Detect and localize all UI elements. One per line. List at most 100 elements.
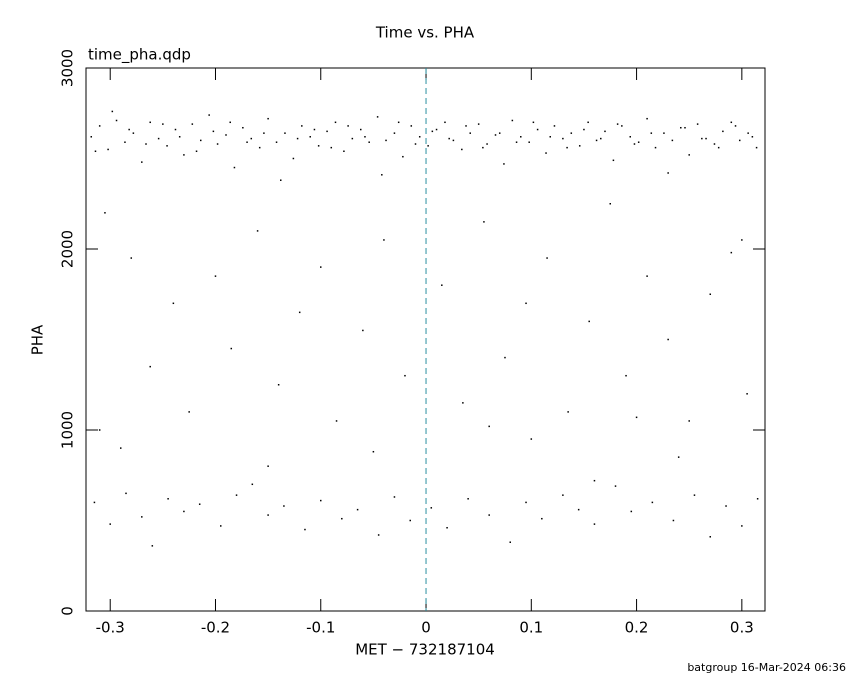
point <box>320 266 322 268</box>
point <box>149 121 151 124</box>
point <box>149 365 151 368</box>
point <box>90 136 93 138</box>
point <box>275 141 278 143</box>
point <box>730 121 733 124</box>
point <box>488 425 490 428</box>
point <box>677 456 680 458</box>
point <box>98 125 101 127</box>
point <box>549 136 551 138</box>
x-tick-label: -0.3 <box>96 619 125 637</box>
x-tick-label: -0.2 <box>201 619 230 637</box>
point <box>141 161 143 163</box>
point <box>409 519 411 522</box>
point <box>477 123 480 125</box>
chart-subtitle: time_pha.qdp <box>88 46 191 65</box>
point <box>145 143 147 145</box>
point <box>633 143 636 145</box>
point <box>362 329 364 332</box>
point <box>635 416 638 419</box>
point <box>614 485 617 487</box>
point <box>183 510 185 513</box>
point <box>672 519 675 522</box>
point <box>717 146 720 149</box>
point <box>577 508 580 511</box>
point <box>233 166 236 169</box>
point <box>734 125 737 127</box>
point <box>650 132 653 134</box>
point <box>393 132 396 134</box>
point <box>347 125 349 127</box>
point <box>498 132 501 134</box>
point <box>214 275 217 277</box>
point <box>482 146 484 149</box>
point <box>609 203 612 205</box>
point <box>725 505 727 507</box>
point <box>452 139 455 142</box>
y-tick-label: 3000 <box>59 49 77 87</box>
point <box>162 123 164 125</box>
point <box>364 136 366 138</box>
point <box>486 143 488 145</box>
point <box>488 514 490 516</box>
point <box>525 501 527 504</box>
point <box>746 393 748 395</box>
point <box>696 123 699 125</box>
point <box>292 157 295 160</box>
point <box>461 148 463 151</box>
x-tick-label: 0 <box>421 619 431 637</box>
point <box>166 145 168 147</box>
point <box>667 338 669 341</box>
point <box>141 516 143 518</box>
point <box>612 159 615 162</box>
point <box>646 117 648 120</box>
point <box>277 384 280 386</box>
point <box>465 125 467 127</box>
point <box>738 139 741 142</box>
point <box>404 374 406 377</box>
footer: batgroup 16-Mar-2024 06:36 <box>687 661 846 674</box>
point <box>427 145 429 147</box>
point <box>98 429 101 431</box>
point <box>94 150 97 153</box>
point <box>393 496 396 498</box>
point <box>326 130 328 133</box>
x-tick-label: 0.2 <box>625 619 649 637</box>
point <box>372 450 375 453</box>
point <box>494 134 497 136</box>
point <box>124 141 126 143</box>
point <box>368 141 370 143</box>
point <box>604 130 606 133</box>
point <box>199 139 202 142</box>
y-tick-label: 2000 <box>59 230 77 268</box>
point <box>532 121 535 124</box>
point <box>188 411 190 413</box>
point <box>511 119 514 122</box>
point <box>283 505 285 507</box>
y-axis-label: PHA <box>29 324 47 355</box>
point <box>107 148 109 151</box>
point <box>509 541 511 543</box>
point <box>688 154 690 156</box>
point <box>741 239 743 241</box>
point <box>313 128 316 131</box>
point <box>130 257 133 259</box>
point <box>351 137 354 140</box>
point <box>646 275 648 277</box>
point <box>229 121 231 124</box>
point <box>651 501 654 504</box>
point <box>230 347 233 350</box>
point <box>600 137 602 140</box>
point <box>430 507 433 509</box>
point <box>435 128 438 131</box>
point <box>377 534 380 536</box>
point <box>444 121 446 124</box>
point <box>709 536 712 538</box>
point <box>747 132 749 134</box>
chart-title: Time vs. PHA <box>375 24 475 42</box>
point <box>469 132 471 134</box>
point <box>109 523 111 525</box>
point <box>441 284 443 286</box>
point <box>562 137 564 140</box>
point <box>119 447 122 449</box>
point <box>132 132 135 134</box>
